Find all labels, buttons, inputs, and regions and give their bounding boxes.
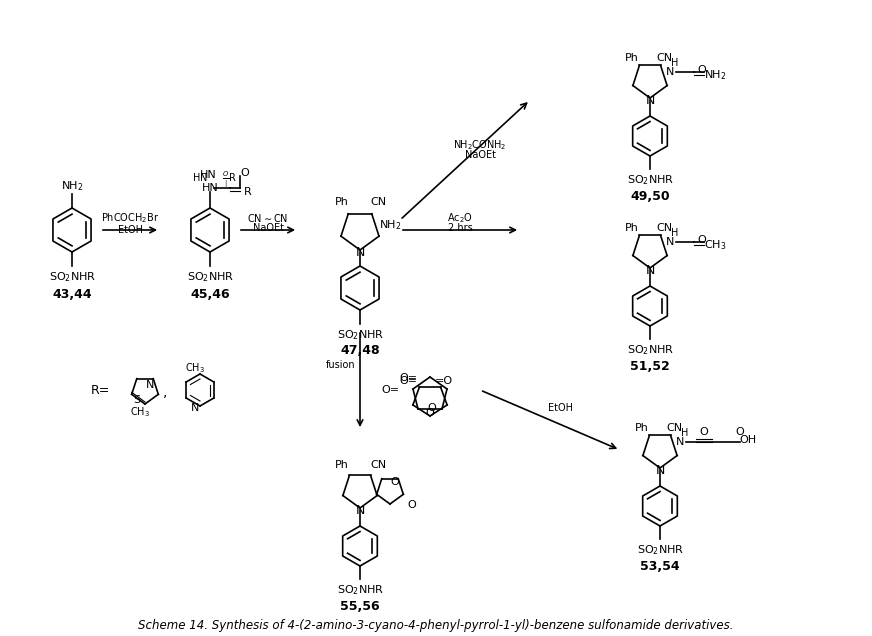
- Text: O: O: [241, 168, 249, 178]
- Text: PhCOCH$_2$Br: PhCOCH$_2$Br: [101, 211, 159, 225]
- Text: O: O: [427, 403, 436, 413]
- Text: R: R: [244, 187, 252, 197]
- Text: NaOEt: NaOEt: [465, 150, 495, 160]
- Text: SO$_2$NHR: SO$_2$NHR: [637, 543, 684, 557]
- Text: S: S: [133, 395, 140, 405]
- Text: Ph: Ph: [635, 423, 649, 433]
- Text: 47,48: 47,48: [340, 345, 380, 357]
- Text: 2 hrs: 2 hrs: [447, 223, 473, 233]
- Text: N: N: [676, 437, 685, 447]
- Text: N: N: [146, 380, 154, 390]
- Text: Ph: Ph: [335, 197, 349, 207]
- Text: 43,44: 43,44: [52, 289, 92, 301]
- Text: N: N: [645, 263, 655, 277]
- Text: O=: O=: [381, 385, 399, 395]
- Text: NH$_2$: NH$_2$: [61, 179, 84, 193]
- Text: H: H: [681, 428, 689, 438]
- Text: SO$_2$NHR: SO$_2$NHR: [337, 328, 384, 342]
- Text: N: N: [666, 67, 674, 77]
- Text: SO$_2$NHR: SO$_2$NHR: [337, 583, 384, 597]
- Text: EtOH: EtOH: [118, 225, 142, 235]
- Text: N: N: [355, 504, 364, 516]
- Text: EtOH: EtOH: [548, 403, 573, 413]
- Text: 53,54: 53,54: [640, 560, 680, 572]
- Text: 45,46: 45,46: [190, 289, 230, 301]
- Text: N: N: [656, 464, 664, 476]
- Text: CN: CN: [370, 197, 386, 207]
- Text: NaOEt: NaOEt: [253, 223, 283, 233]
- Text: HN: HN: [202, 183, 219, 193]
- Text: 49,50: 49,50: [630, 190, 670, 202]
- Text: CN: CN: [666, 423, 682, 433]
- Text: SO$_2$NHR: SO$_2$NHR: [49, 270, 95, 284]
- Text: NH$_2$CONH$_2$: NH$_2$CONH$_2$: [453, 138, 507, 152]
- Text: N: N: [666, 237, 674, 247]
- Text: OH: OH: [739, 435, 757, 445]
- Text: CH$_3$: CH$_3$: [185, 361, 205, 375]
- Text: CN$\sim$CN: CN$\sim$CN: [248, 212, 289, 224]
- Text: HN: HN: [200, 170, 216, 180]
- Text: R=: R=: [91, 384, 110, 396]
- Text: =O: =O: [435, 376, 453, 386]
- Text: O: O: [407, 500, 416, 510]
- Text: H: H: [671, 228, 678, 238]
- Text: HN     $\frac{O}{|}$R: HN $\frac{O}{|}$R: [193, 170, 238, 190]
- Text: CH$_3$: CH$_3$: [704, 238, 726, 252]
- Text: 55,56: 55,56: [340, 600, 380, 612]
- Text: Ph: Ph: [335, 460, 349, 470]
- Text: SO$_2$NHR: SO$_2$NHR: [626, 173, 673, 187]
- Text: O: O: [736, 427, 745, 437]
- Text: Ac$_2$O: Ac$_2$O: [447, 211, 473, 225]
- Text: Scheme 14. Synthesis of 4-(2-amino-3-cyano-4-phenyl-pyrrol-1-yl)-benzene sulfona: Scheme 14. Synthesis of 4-(2-amino-3-cya…: [139, 618, 733, 632]
- Text: CN: CN: [656, 223, 672, 233]
- Text: H: H: [671, 58, 678, 68]
- Text: SO$_2$NHR: SO$_2$NHR: [626, 343, 673, 357]
- Text: N: N: [645, 93, 655, 106]
- Text: O: O: [699, 427, 708, 437]
- Text: NH$_2$: NH$_2$: [704, 68, 726, 82]
- Text: N: N: [355, 245, 364, 258]
- Text: NH$_2$: NH$_2$: [378, 218, 401, 232]
- Text: 51,52: 51,52: [630, 359, 670, 373]
- Text: CN: CN: [656, 53, 672, 63]
- Text: O=: O=: [399, 373, 417, 383]
- Text: O: O: [698, 235, 706, 245]
- Text: O=: O=: [399, 376, 417, 386]
- Text: O: O: [698, 65, 706, 75]
- Text: CN: CN: [370, 460, 386, 470]
- Text: fusion: fusion: [325, 360, 355, 370]
- Text: ,: ,: [163, 385, 167, 399]
- Text: CH$_3$: CH$_3$: [130, 405, 150, 419]
- Text: SO$_2$NHR: SO$_2$NHR: [187, 270, 234, 284]
- Text: Ph: Ph: [625, 53, 639, 63]
- Text: O: O: [391, 477, 399, 487]
- Text: Ph: Ph: [625, 223, 639, 233]
- Text: O: O: [426, 408, 434, 418]
- Text: N: N: [191, 403, 199, 413]
